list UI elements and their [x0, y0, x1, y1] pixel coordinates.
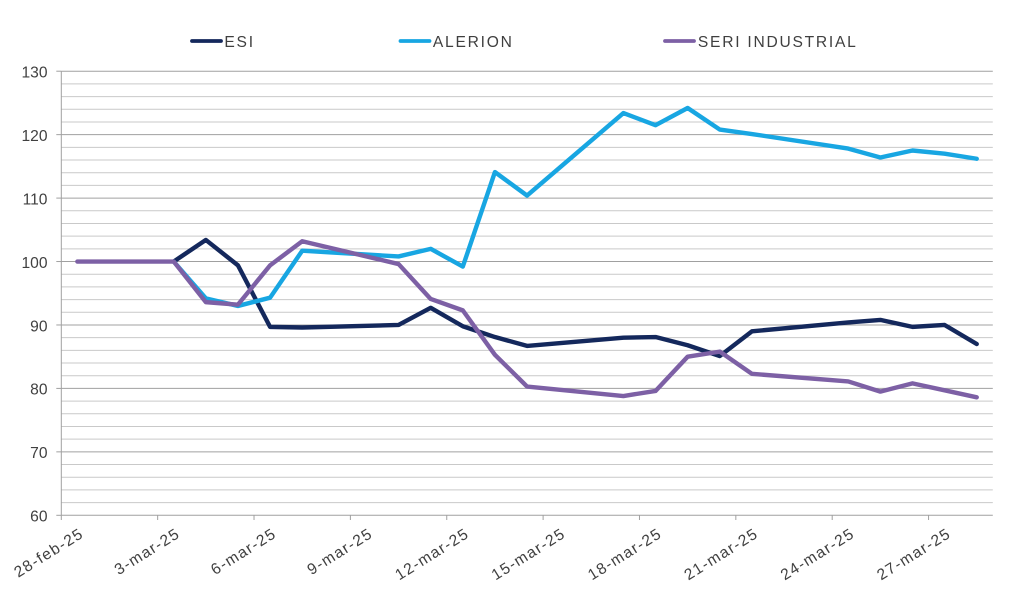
svg-text:90: 90 — [30, 318, 48, 335]
svg-text:110: 110 — [23, 191, 48, 208]
svg-text:ALERION: ALERION — [433, 34, 514, 51]
svg-text:SERI INDUSTRIAL: SERI INDUSTRIAL — [698, 34, 858, 51]
svg-text:120: 120 — [21, 128, 47, 145]
svg-text:60: 60 — [30, 509, 48, 526]
svg-text:ESI: ESI — [224, 34, 254, 51]
svg-text:80: 80 — [30, 382, 48, 399]
svg-text:70: 70 — [30, 445, 48, 462]
svg-text:100: 100 — [21, 255, 47, 272]
svg-text:130: 130 — [21, 65, 47, 82]
